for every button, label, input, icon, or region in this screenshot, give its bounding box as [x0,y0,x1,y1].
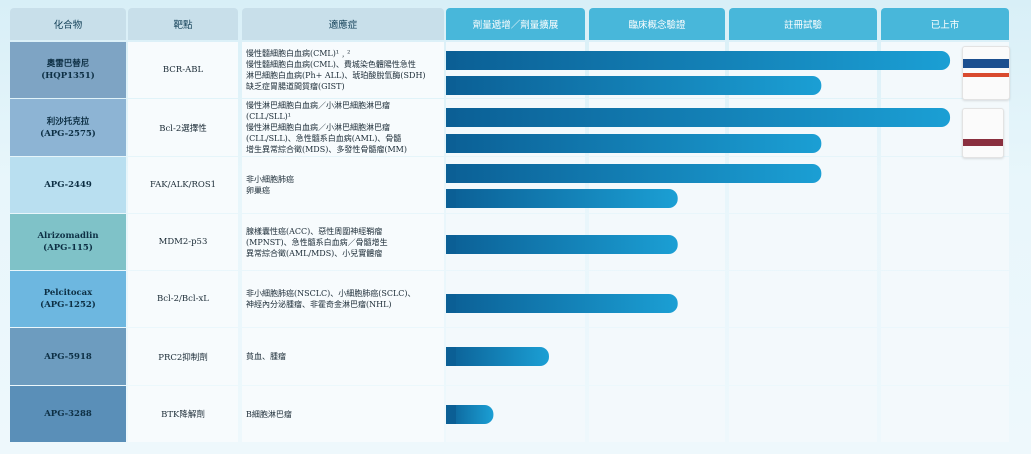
target-cell: Bcl-2選擇性 [128,99,238,156]
target-cell: BCR-ABL [128,42,238,98]
indication-cell: B細胞淋巴瘤 [242,386,444,442]
progress-bar [446,189,678,208]
header-compound: 化合物 [10,8,126,40]
stage-grid-cell [881,328,1009,385]
target-cell: BTK降解劑 [128,386,238,442]
stage-grid-cell [881,214,1009,270]
header-marketed: 已上市 [881,8,1009,40]
header-target: 靶點 [128,8,238,40]
stage-grid-cell [881,157,1009,213]
progress-bar [446,51,951,70]
stage-grid-cell [729,271,877,327]
header-registration: 註冊試驗 [729,8,877,40]
progress-bar [446,405,494,424]
target-cell: MDM2-p53 [128,214,238,270]
header-indication: 適應症 [242,8,444,40]
stage-grid-cell [589,386,725,442]
progress-bar-edge [446,347,456,366]
compound-cell: 奧雷巴替尼 (HQP1351) [10,42,126,98]
progress-bar [446,347,549,366]
compound-cell: APG-3288 [10,386,126,442]
indication-cell: 非小細胞肺癌 卵巢癌 [242,157,444,213]
header-proof-of-concept: 臨床概念驗證 [589,8,725,40]
product-box-image [962,46,1010,100]
indication-cell: 慢性髓細胞白血病(CML)¹﹐² 慢性髓細胞白血病(CML)、費城染色體陽性急性… [242,42,444,98]
stage-grid-cell [881,386,1009,442]
progress-bar-edge [446,294,456,313]
progress-bar-edge [446,134,456,153]
target-cell: FAK/ALK/ROS1 [128,157,238,213]
progress-bar-edge [446,108,456,127]
compound-cell: APG-5918 [10,328,126,385]
progress-bar-edge [446,189,456,208]
progress-bar [446,108,951,127]
progress-bar-edge [446,164,456,183]
stage-grid-cell [881,271,1009,327]
progress-bar-edge [446,76,456,95]
header-dose-escalation: 劑量遞增／劑量擴展 [446,8,585,40]
target-cell: PRC2抑制劑 [128,328,238,385]
progress-bar-edge [446,405,456,424]
compound-cell: Alrizomadlin (APG-115) [10,214,126,270]
stage-grid-cell [589,328,725,385]
compound-cell: 利沙托克拉 (APG-2575) [10,99,126,156]
progress-bar [446,294,678,313]
compound-cell: APG-2449 [10,157,126,213]
stage-grid-cell [729,328,877,385]
progress-bar [446,164,822,183]
target-cell: Bcl-2/Bcl-xL [128,271,238,327]
indication-cell: 慢性淋巴細胞白血病／小淋巴細胞淋巴瘤 (CLL/SLL)¹ 慢性淋巴細胞白血病／… [242,99,444,156]
indication-cell: 腺樣囊性癌(ACC)、惡性周圍神經鞘瘤 (MPNST)、急性髓系白血病／骨髓增生… [242,214,444,270]
stage-grid-cell [729,386,877,442]
progress-bar-edge [446,235,456,254]
indication-cell: 貧血、腫瘤 [242,328,444,385]
stage-grid-cell [729,214,877,270]
progress-bar [446,76,822,95]
indication-cell: 非小細胞肺癌(NSCLC)、小細胞肺癌(SCLC)、 神經內分泌腫瘤、非霍奇金淋… [242,271,444,327]
progress-bar-edge [446,51,456,70]
product-box-image [962,108,1004,158]
progress-bar [446,134,822,153]
progress-bar [446,235,678,254]
compound-cell: Pelcitocax (APG-1252) [10,271,126,327]
